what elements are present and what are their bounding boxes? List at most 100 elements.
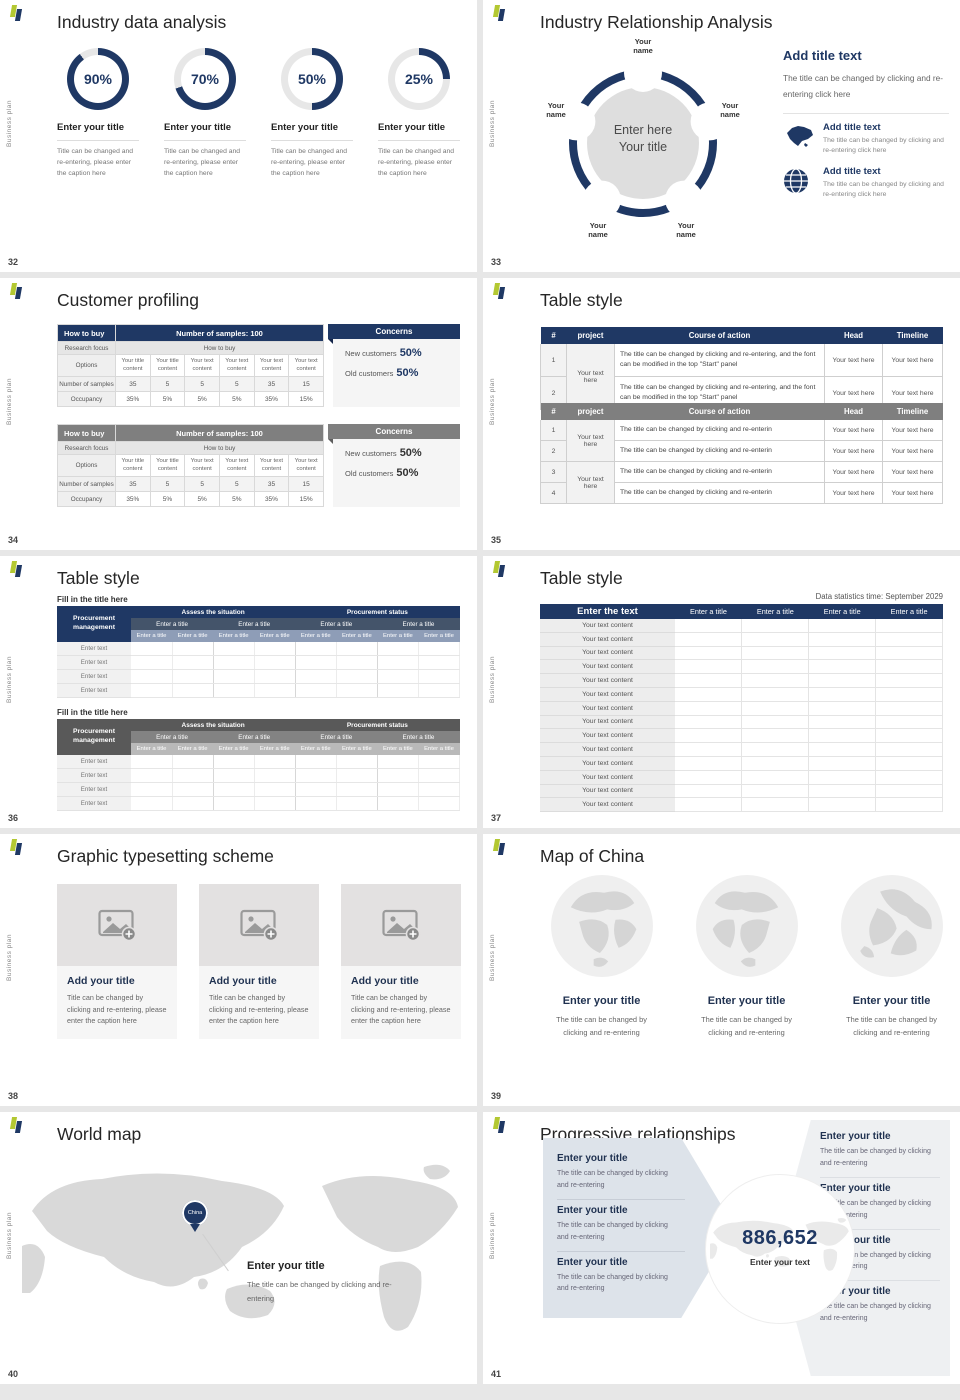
- donut-caption: Title can be changed and re-entering, pl…: [164, 148, 241, 177]
- relationship-diagram: Your name Your name Your name Your name …: [538, 36, 748, 254]
- node-label: Your name: [676, 221, 696, 239]
- concerns-title: Concerns: [328, 324, 460, 339]
- donut-block: 70% Enter your title Title can be change…: [164, 48, 246, 180]
- card-caption: Title can be changed by clicking and re-…: [67, 993, 167, 1026]
- globe-heading: Enter your title: [707, 995, 786, 1007]
- slide-40-world-map[interactable]: Business plan World map China Enter your…: [0, 1112, 477, 1384]
- donut-chart-50: 50%: [281, 48, 343, 110]
- big-number: 886,652: [742, 1227, 818, 1249]
- page-number: 35: [491, 535, 502, 545]
- image-card: Add your title Title can be changed by c…: [199, 884, 319, 1039]
- concerns-box-blue: Concerns New customers 50% Old customers 5…: [328, 324, 460, 407]
- page-number: 33: [491, 257, 502, 267]
- globe-block: Enter your title The title can be change…: [545, 874, 658, 1040]
- donut-block: 50% Enter your title Title can be change…: [271, 48, 353, 180]
- row-3: Business plan Table style Fill in the ti…: [0, 556, 960, 828]
- page-number: 41: [491, 1369, 502, 1379]
- image-card: Add your title Title can be changed by c…: [57, 884, 177, 1039]
- brand-logo-icon: [9, 561, 24, 579]
- donut-title: Enter your title: [57, 122, 139, 141]
- slide-title: Map of China: [540, 846, 645, 866]
- section-paragraph: The title can be changed by clicking and…: [783, 73, 944, 99]
- procurement-table-blue: Procurement management Assess the situati…: [57, 606, 461, 698]
- slide-37-table-style[interactable]: Business plan Table style Data statistic…: [483, 556, 960, 828]
- donut-block: 90% Enter your title Title can be change…: [57, 48, 139, 180]
- page-number: 36: [8, 813, 19, 823]
- concerns-box-gray: Concerns New customers 50% Old customers 5…: [328, 424, 460, 507]
- brand-logo-icon: [9, 283, 24, 301]
- row-5: Business plan World map China Enter your…: [0, 1112, 960, 1384]
- globe-block: Enter your title The title can be change…: [819, 854, 960, 1040]
- donut-chart-row: 90% Enter your title Title can be change…: [57, 48, 461, 180]
- donut-value: 90%: [83, 71, 113, 87]
- slide-41-progressive-relationships[interactable]: Business plan Progressive relationships …: [483, 1112, 960, 1384]
- node-label: Your name: [720, 101, 740, 119]
- page-number: 32: [8, 257, 19, 267]
- slide-35-table-style[interactable]: Business plan Table style # project Course…: [483, 278, 960, 550]
- slide-39-map-of-china[interactable]: Business plan Map of China Enter your ti…: [483, 834, 960, 1106]
- card-heading: Add your title: [351, 975, 419, 987]
- concerns-title: Concerns: [328, 424, 460, 439]
- list-item: Add title text The title can be changed …: [783, 166, 949, 201]
- page-number: 38: [8, 1091, 19, 1101]
- concerns-row: Old customers 50%: [345, 467, 419, 479]
- donut-caption: Title can be changed and re-entering, pl…: [378, 148, 455, 177]
- brand-logo-icon: [9, 839, 24, 857]
- statistic-circle: 886,652 Enter your text: [705, 1174, 855, 1324]
- data-statistics-note: Data statistics time: September 2029: [815, 592, 943, 601]
- slide-34-customer-profiling[interactable]: Business plan Customer profiling How to …: [0, 278, 477, 550]
- action-table-blue: # project Course of action Head Timeline 1 Yo…: [540, 326, 943, 410]
- slide-title: World map: [57, 1124, 142, 1144]
- globe-graphic: [550, 875, 653, 977]
- brand-logo-icon: [492, 5, 507, 23]
- donut-value: 50%: [297, 71, 327, 87]
- card-row: Add your title Title can be changed by c…: [57, 884, 461, 1039]
- sidebar-watermark: Business plan: [6, 100, 13, 147]
- donut-chart-70: 70%: [174, 48, 236, 110]
- sidebar-watermark: Business plan: [6, 934, 13, 981]
- brand-logo-icon: [492, 1117, 507, 1135]
- item-caption: The title can be changed by clicking and…: [823, 136, 944, 155]
- globe-icon: [783, 166, 815, 201]
- donut-block: 25% Enter your title Title can be change…: [378, 48, 460, 180]
- china-location-pin: China: [182, 1200, 208, 1232]
- sidebar-watermark: Business plan: [6, 656, 13, 703]
- globe-caption: The title can be changed by clicking and…: [556, 1015, 647, 1038]
- concerns-row: New customers 50%: [345, 347, 422, 359]
- node-label: Your name: [633, 37, 653, 55]
- slide-33-industry-relationship-analysis[interactable]: Business plan Industry Relationship Anal…: [483, 0, 960, 272]
- card-caption: Title can be changed by clicking and re-…: [351, 993, 451, 1026]
- donut-caption: Title can be changed and re-entering, pl…: [57, 148, 134, 177]
- donut-title: Enter your title: [271, 122, 353, 141]
- customer-table-gray: How to buy Number of samples: 100 Researc…: [57, 424, 324, 507]
- row-4: Business plan Graphic typesetting scheme…: [0, 834, 960, 1106]
- diagram-center-text: Enter here Your title: [613, 123, 673, 154]
- image-placeholder-icon: [341, 884, 461, 966]
- image-placeholder-icon: [199, 884, 319, 966]
- globe-caption: The title can be changed by clicking and…: [701, 1015, 792, 1038]
- brand-logo-icon: [492, 561, 507, 579]
- concerns-row: Old customers 50%: [345, 367, 419, 379]
- right-text-block: Add title text The title can be changed …: [783, 48, 949, 210]
- procurement-table-gray: Procurement management Assess the situati…: [57, 719, 461, 811]
- donut-value: 70%: [190, 71, 220, 87]
- donut-chart-25: 25%: [388, 48, 450, 110]
- item-heading: Add title text: [823, 121, 881, 133]
- page-number: 37: [491, 813, 502, 823]
- donut-chart-90: 90%: [67, 48, 129, 110]
- slide-36-table-style[interactable]: Business plan Table style Fill in the ti…: [0, 556, 477, 828]
- card-heading: Add your title: [209, 975, 277, 987]
- sidebar-watermark: Business plan: [489, 378, 496, 425]
- donut-title: Enter your title: [378, 122, 460, 141]
- slide-32-industry-data-analysis[interactable]: Business plan Industry data analysis 90%…: [0, 0, 477, 272]
- world-map-graphic: [22, 1164, 458, 1331]
- image-card: Add your title Title can be changed by c…: [341, 884, 461, 1039]
- list-item: Add title text The title can be changed …: [783, 122, 949, 157]
- card-caption: Title can be changed by clicking and re-…: [209, 993, 309, 1026]
- brand-logo-icon: [492, 839, 507, 857]
- row-2: Business plan Customer profiling How to …: [0, 278, 960, 550]
- donut-value: 25%: [404, 71, 434, 87]
- item-heading: Add title text: [823, 165, 881, 177]
- slide-38-graphic-typesetting[interactable]: Business plan Graphic typesetting scheme…: [0, 834, 477, 1106]
